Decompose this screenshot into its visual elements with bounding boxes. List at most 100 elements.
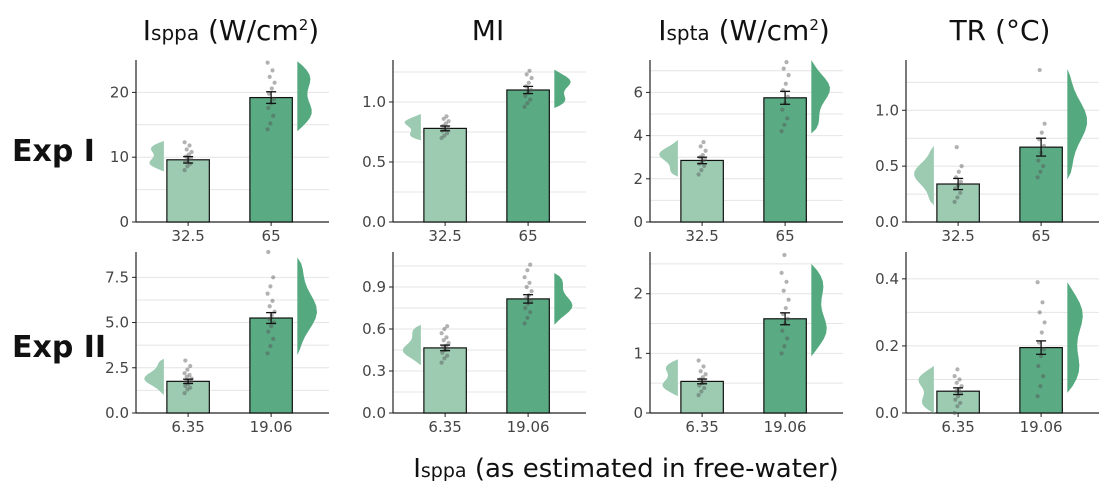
bar — [166, 159, 210, 223]
y-tick-label: 1.0 — [362, 93, 386, 111]
data-point — [440, 350, 445, 355]
data-point — [696, 393, 701, 398]
y-tick-label: 0.4 — [875, 270, 899, 288]
data-point — [187, 372, 192, 378]
data-point — [1042, 121, 1047, 126]
data-point — [187, 143, 192, 148]
violin — [914, 146, 934, 206]
data-point — [445, 126, 451, 131]
data-point — [182, 391, 187, 396]
data-point — [529, 289, 534, 294]
violin — [149, 141, 164, 172]
data-point — [955, 404, 960, 409]
y-tick-label: 0.0 — [875, 213, 899, 231]
title-main: I — [658, 14, 666, 47]
x-tick-label: 6.35 — [941, 418, 974, 436]
data-point — [780, 328, 785, 333]
bar — [423, 347, 467, 414]
data-point — [786, 297, 791, 302]
data-point — [271, 275, 276, 280]
data-point — [184, 147, 189, 152]
data-point — [270, 68, 275, 73]
violin — [297, 61, 312, 132]
data-point — [782, 122, 787, 127]
violin — [404, 114, 421, 141]
data-point — [1041, 164, 1046, 169]
data-point — [184, 374, 189, 379]
data-point — [782, 344, 787, 349]
data-point — [182, 371, 187, 376]
data-point — [443, 121, 448, 126]
data-point — [522, 321, 527, 326]
data-point — [786, 73, 791, 78]
data-point — [701, 364, 706, 369]
data-point — [1036, 158, 1041, 163]
data-point — [269, 86, 274, 91]
data-point — [954, 145, 959, 150]
y-tick-label: 2 — [633, 170, 643, 188]
data-point — [267, 74, 272, 79]
y-tick-label: 4 — [633, 127, 643, 145]
y-tick-label: 1 — [633, 344, 643, 362]
x-tick-label: 65 — [519, 227, 538, 245]
data-point — [1041, 347, 1046, 352]
y-tick-label: 0.5 — [362, 153, 386, 171]
y-tick-label: 0.6 — [362, 320, 386, 338]
data-point — [700, 375, 705, 380]
data-point — [188, 156, 194, 161]
data-point — [525, 315, 530, 320]
data-point — [779, 129, 784, 134]
data-point — [265, 351, 270, 356]
title-sub: spta — [666, 21, 709, 45]
panel: 0 2 4 6 32.5 65 — [633, 60, 843, 245]
column-title-isppa: Isppa (W/cm2) — [143, 14, 319, 47]
data-point — [526, 293, 531, 298]
data-point — [440, 345, 446, 350]
data-point — [785, 316, 791, 321]
data-point — [1040, 300, 1045, 305]
data-point — [271, 96, 276, 101]
data-point — [185, 164, 190, 169]
data-point — [183, 358, 188, 363]
data-point — [527, 280, 532, 285]
data-point — [444, 114, 449, 119]
data-point — [784, 279, 789, 284]
caption-rest: (as estimated in free-water) — [467, 454, 839, 484]
data-point — [1041, 143, 1046, 149]
data-point — [445, 131, 450, 136]
y-tick-label: 0.3 — [362, 362, 386, 380]
violin — [918, 366, 934, 413]
data-point — [1039, 130, 1044, 135]
data-point — [955, 195, 960, 200]
bar — [166, 380, 210, 414]
data-point — [524, 284, 529, 290]
title-main: TR (°C) — [949, 14, 1051, 47]
violin — [1067, 68, 1088, 180]
violin — [659, 139, 678, 177]
data-point — [780, 107, 785, 112]
y-tick-label: 7.5 — [105, 268, 129, 286]
x-tick-label: 32.5 — [685, 227, 718, 245]
y-tick-label: 20 — [110, 83, 129, 101]
bar — [680, 380, 724, 414]
title-main: I — [143, 14, 151, 47]
data-point — [958, 179, 964, 184]
x-tick-label: 32.5 — [428, 227, 461, 245]
y-tick-label: 0 — [633, 404, 643, 422]
data-point — [956, 169, 961, 174]
x-tick-label: 65 — [1032, 227, 1051, 245]
violin — [554, 273, 573, 325]
data-point — [523, 305, 528, 311]
bar — [506, 298, 550, 414]
x-tick-label: 6.35 — [171, 418, 204, 436]
data-point — [702, 385, 707, 391]
data-point — [442, 326, 447, 332]
data-point — [183, 383, 188, 388]
violin — [1067, 282, 1083, 393]
title-rest: (W/cm — [710, 14, 810, 47]
data-point — [441, 338, 446, 343]
y-tick-label: 0.0 — [362, 404, 386, 422]
bar — [763, 318, 807, 414]
